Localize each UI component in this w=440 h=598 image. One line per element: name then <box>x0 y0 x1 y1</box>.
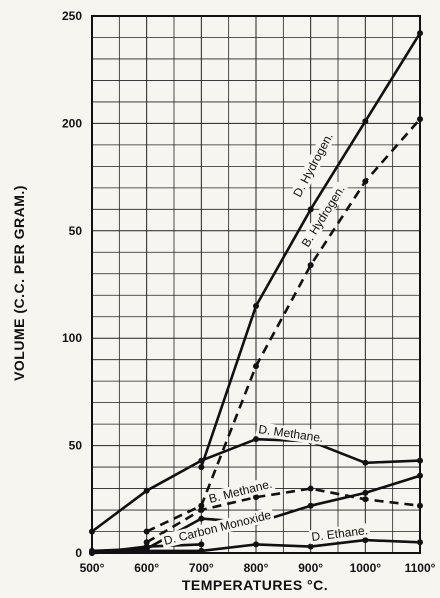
x-tick-label: 500° <box>80 561 105 575</box>
data-point <box>253 541 259 548</box>
data-point <box>143 543 150 550</box>
data-point <box>307 262 314 269</box>
data-point <box>417 116 423 123</box>
y-tick-label: 50 <box>69 224 83 238</box>
data-point <box>143 539 150 546</box>
plot-frame <box>91 15 421 554</box>
data-point <box>198 464 205 471</box>
y-tick-label: 250 <box>62 9 82 23</box>
series-label: D. Ethane. <box>311 523 369 544</box>
x-axis-title: TEMPERATURES °C. <box>182 577 328 593</box>
data-point <box>143 528 150 535</box>
series-label-background <box>297 181 349 252</box>
data-point <box>143 487 150 494</box>
x-tick-label: 900° <box>298 561 323 575</box>
x-tick-label: 1000° <box>350 561 382 575</box>
x-tick-label: 700° <box>189 561 214 575</box>
series-line-3 <box>146 487 421 544</box>
y-tick-label: 100 <box>62 331 82 345</box>
series-label-background <box>160 507 275 549</box>
plot-border <box>91 15 421 554</box>
series-label-background <box>255 421 327 446</box>
data-point <box>307 543 314 550</box>
data-point <box>253 494 259 501</box>
x-tick-label: 800° <box>244 561 269 575</box>
data-point <box>362 118 369 125</box>
data-point <box>198 515 205 522</box>
data-point <box>198 541 205 548</box>
data-point <box>198 507 205 514</box>
data-point <box>417 472 423 479</box>
series-label-background <box>308 522 371 545</box>
series-line-1 <box>146 118 421 533</box>
x-tick-label: 1100° <box>405 561 436 575</box>
x-tick-label: 600° <box>134 561 159 575</box>
grid <box>91 15 421 554</box>
tick-labels: 0 50 100 50 200 250 500° 600° 700° 800° 900° 1000° 1… <box>62 9 436 575</box>
data-point <box>307 206 314 213</box>
data-point <box>198 457 205 464</box>
data-point <box>253 436 259 443</box>
data-point <box>362 496 369 503</box>
data-point <box>362 178 369 185</box>
data-point <box>417 502 423 509</box>
data-point <box>417 539 423 546</box>
data-point <box>362 459 369 466</box>
data-point <box>362 537 369 544</box>
data-point <box>417 30 423 37</box>
series-points <box>89 30 423 556</box>
data-point <box>89 528 95 535</box>
data-point <box>362 489 369 496</box>
series-label: B. Methane. <box>207 477 273 506</box>
series-label-background <box>205 476 276 507</box>
y-tick-label: 50 <box>69 439 83 453</box>
data-point <box>253 302 259 309</box>
data-point <box>307 502 314 509</box>
data-point <box>89 550 95 556</box>
y-tick-label: 200 <box>62 116 82 130</box>
data-point <box>417 457 423 464</box>
data-point <box>198 502 205 509</box>
y-tick-label: 0 <box>75 546 82 560</box>
y-axis-title: VOLUME (C.C. PER GRAM.) <box>11 185 27 381</box>
data-point <box>253 363 259 370</box>
data-point <box>198 547 205 554</box>
data-point <box>307 485 314 492</box>
series-label: D. Hydrogen. <box>290 130 336 199</box>
data-point <box>143 547 150 554</box>
series-label-background <box>289 128 337 202</box>
